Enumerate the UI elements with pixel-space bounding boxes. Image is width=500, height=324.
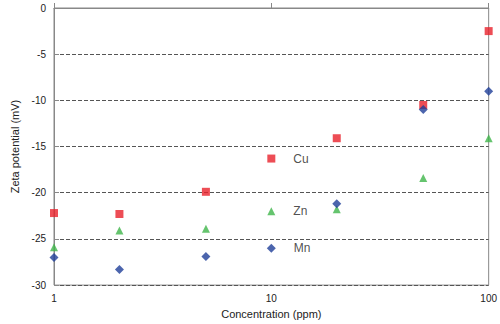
svg-text:-20: -20 — [32, 187, 47, 198]
svg-text:1: 1 — [51, 293, 57, 304]
svg-text:Mn: Mn — [294, 241, 311, 255]
svg-text:Zeta potential (mV): Zeta potential (mV) — [9, 100, 21, 194]
svg-text:-10: -10 — [32, 95, 47, 106]
svg-text:Concentration (ppm): Concentration (ppm) — [221, 308, 321, 320]
svg-text:-30: -30 — [32, 280, 47, 291]
svg-text:Zn: Zn — [293, 204, 307, 218]
svg-text:-15: -15 — [32, 141, 47, 152]
svg-text:-5: -5 — [37, 49, 46, 60]
svg-text:Cu: Cu — [293, 152, 308, 166]
svg-text:-25: -25 — [32, 233, 47, 244]
svg-text:0: 0 — [40, 3, 46, 14]
svg-text:100: 100 — [480, 293, 497, 304]
svg-text:10: 10 — [266, 293, 278, 304]
